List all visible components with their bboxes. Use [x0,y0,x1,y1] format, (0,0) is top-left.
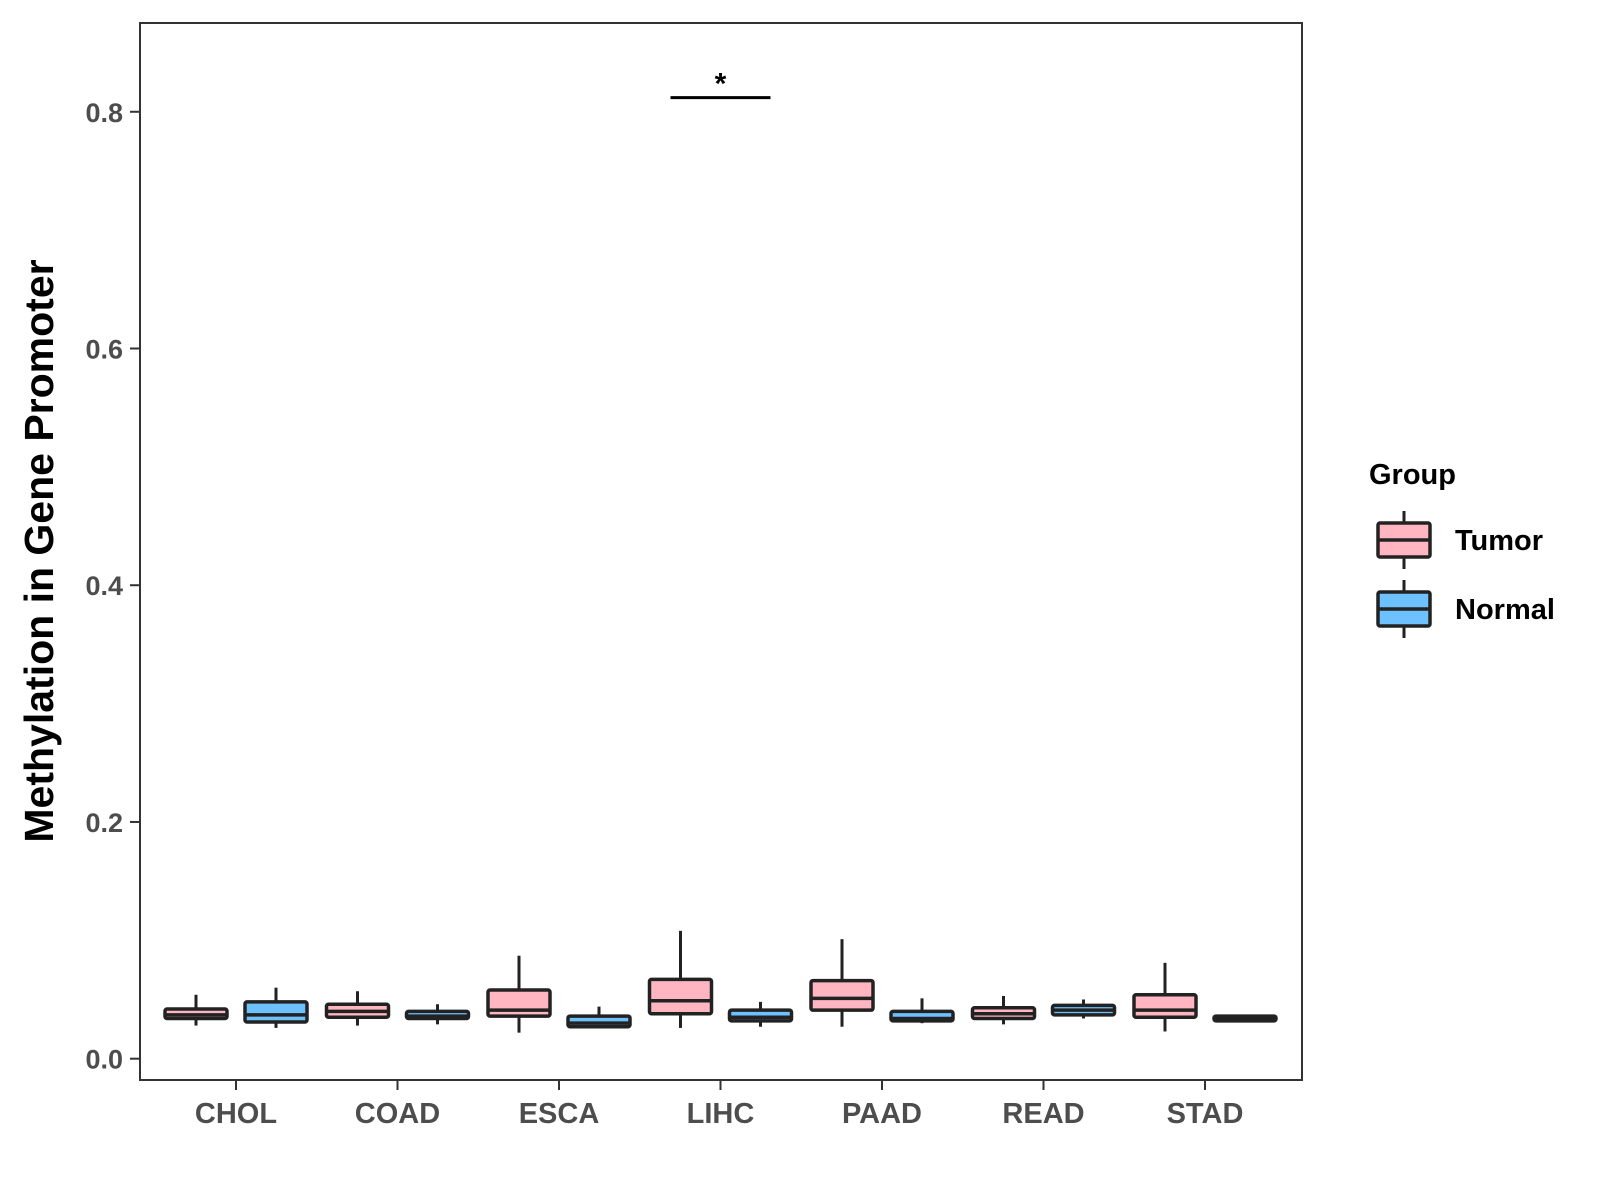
box-tumor-coad [324,991,391,1026]
x-tick-label: READ [1002,1098,1084,1130]
x-tick-label: LIHC [687,1098,755,1130]
box-iqr [486,988,552,1018]
box-tumor-esca [486,955,552,1033]
y-axis-title: Methylation in Gene Promoter [16,259,62,842]
y-tick-label: 0.0 [85,1045,123,1075]
significance-annotations: * [670,68,771,101]
box-normal-paad [889,998,955,1024]
x-tick-label: PAAD [842,1098,922,1130]
legend-title: Group [1369,459,1456,491]
box-tumor-read [970,995,1037,1025]
box-tumor-paad [809,939,875,1027]
box-iqr [647,977,714,1016]
box-series [163,930,1278,1033]
legend-entries: Tumor Normal [1376,511,1555,638]
box-iqr [809,978,875,1012]
box-iqr [566,1014,632,1029]
box-tumor-chol [163,994,229,1026]
y-tick-label: 0.2 [85,808,123,838]
y-tick-label: 0.8 [85,98,123,128]
box-normal-stad [1212,1014,1278,1023]
box-tumor-stad [1132,962,1198,1032]
x-tick-label: STAD [1167,1098,1244,1130]
y-tick-label: 0.4 [85,571,123,601]
legend-entry-normal: Normal [1376,580,1555,638]
plot-panel [139,22,1303,1081]
box-iqr [243,1000,309,1024]
significance-star: * [715,68,727,101]
x-tick-label: COAD [355,1098,440,1130]
y-axis: 0.0 0.2 0.4 0.6 0.8 [85,98,140,1075]
x-tick-label: CHOL [195,1098,277,1130]
box-normal-read [1050,999,1117,1019]
y-tick-label: 0.6 [85,335,123,365]
box-normal-esca [566,1006,632,1029]
x-tick-label: ESCA [519,1098,600,1130]
legend-label: Normal [1455,594,1555,626]
x-axis: CHOL COAD ESCA LIHC PAAD READ STAD [195,1080,1243,1130]
legend: Group Tumor Normal [1369,459,1555,638]
legend-label: Tumor [1455,525,1543,557]
box-tumor-lihc [647,930,714,1028]
legend-entry-tumor: Tumor [1376,511,1543,569]
box-normal-coad [404,1004,471,1025]
box-iqr [727,1008,794,1023]
box-iqr [1132,993,1198,1020]
box-normal-chol [243,987,309,1028]
box-normal-lihc [727,1001,794,1027]
